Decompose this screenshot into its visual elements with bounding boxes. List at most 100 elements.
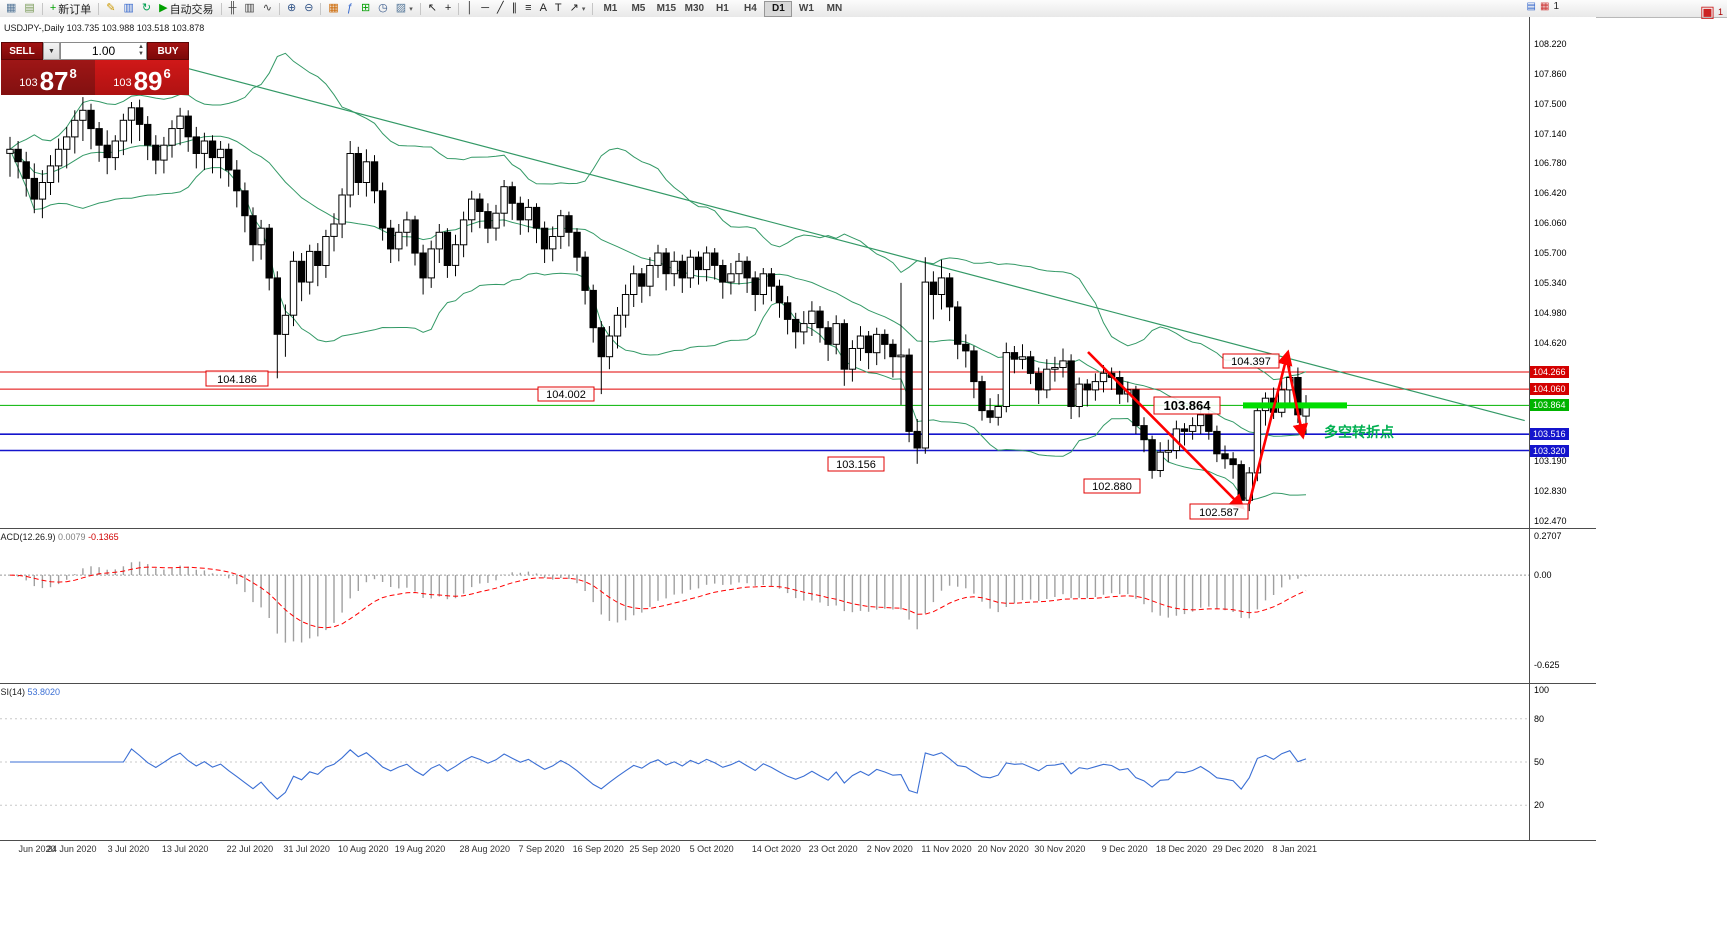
volume-value: 1.00 xyxy=(91,44,116,58)
rsi-label: RSI(14) 53.8020 xyxy=(0,687,60,697)
toolbar-separator xyxy=(419,2,421,15)
buy-button[interactable]: BUY xyxy=(147,42,189,60)
rsi-panel-divider[interactable] xyxy=(0,683,1596,684)
price-label[interactable]: 102.587 xyxy=(1189,503,1249,520)
price-tick: 107.500 xyxy=(1534,99,1567,109)
buy-price-big: 89 xyxy=(133,65,163,96)
price-label[interactable]: 103.864 xyxy=(1153,396,1221,415)
date-tick: 16 Sep 2020 xyxy=(572,844,624,854)
order-type-dropdown[interactable]: ▼ xyxy=(43,42,60,60)
alerts-icon[interactable]: ▦ xyxy=(1539,1,1550,12)
price-label[interactable]: 104.186 xyxy=(205,370,269,387)
templates-icon: ▨ xyxy=(395,2,407,14)
timeframe-m1-button[interactable]: M1 xyxy=(603,3,618,14)
candlestick-plot[interactable]: 104.186 104.002 103.156 102.880 102.587 103.8… xyxy=(0,17,1529,528)
zoom-out-icon[interactable]: ⊖ xyxy=(300,0,317,17)
period-icon[interactable]: ◷ xyxy=(374,0,392,17)
timeframe-mn-button[interactable]: MN xyxy=(826,3,843,14)
templates-icon[interactable]: ▨ ▾ xyxy=(392,0,417,17)
timeframe-m5-button[interactable]: M5 xyxy=(631,3,646,14)
descending-trendline xyxy=(179,65,1525,422)
shapes-icon[interactable]: ↗ ▾ xyxy=(566,0,590,17)
price-level-tag: 103.320 xyxy=(1530,445,1569,457)
timeframe-h1-button[interactable]: H1 xyxy=(715,3,729,14)
price-label[interactable]: 102.880 xyxy=(1083,478,1141,494)
corner-notification-icon[interactable]: ▣ xyxy=(1699,4,1715,21)
macd-plot[interactable]: MACD(12.26.9) 0.0079 -0.1365 xyxy=(0,529,1529,683)
zoom-in-icon[interactable]: ⊕ xyxy=(283,0,300,17)
vertical-line-icon[interactable]: │ xyxy=(462,0,477,17)
crosshair-icon: + xyxy=(444,2,452,14)
timeframe-w1-button[interactable]: W1 xyxy=(798,3,814,14)
timeframe-m15-button[interactable]: M15 xyxy=(656,3,677,14)
date-tick: 10 Aug 2020 xyxy=(338,844,389,854)
label-icon[interactable]: T xyxy=(551,0,566,17)
refresh-icon[interactable]: ↻ xyxy=(138,0,155,17)
zoom-in-icon: ⊕ xyxy=(286,2,297,14)
chevron-down-icon: ▾ xyxy=(581,5,586,13)
chart-ohlc-header: USDJPY-,Daily 103.735 103.988 103.518 10… xyxy=(4,23,205,33)
volume-spinner[interactable]: ▲ ▼ xyxy=(138,44,144,57)
profiles-icon[interactable]: ▤ xyxy=(20,0,38,17)
tile-windows-icon[interactable]: ▦ xyxy=(324,0,342,17)
auto-trading-button[interactable]: ▶ 自动交易 xyxy=(155,0,217,17)
refresh-icon: ↻ xyxy=(141,2,152,14)
timeframe-d1-button[interactable]: D1 xyxy=(764,0,793,17)
macd-signal-line xyxy=(9,566,1307,629)
new-order-button-label: 新订单 xyxy=(58,3,92,16)
macd-axis-tick: 0.00 xyxy=(1534,570,1552,580)
timeframe-h4-button[interactable]: H4 xyxy=(743,3,757,14)
timeframe-m30-button[interactable]: M30 xyxy=(684,3,705,14)
sell-button[interactable]: SELL xyxy=(1,42,43,60)
text-icon[interactable]: A xyxy=(536,0,551,17)
price-label[interactable]: 104.397 xyxy=(1222,353,1280,369)
zoom-out-icon: ⊖ xyxy=(304,2,314,14)
add-chart-icon[interactable]: ⊞ xyxy=(357,0,374,17)
date-tick: 13 Jul 2020 xyxy=(161,844,209,854)
channel-icon[interactable]: ∥ xyxy=(508,0,522,17)
windows-count-label[interactable]: 1 xyxy=(1553,1,1559,12)
indicators-icon: ƒ xyxy=(346,2,353,14)
macd-panel-divider[interactable] xyxy=(0,528,1596,529)
macd-axis-tick: -0.625 xyxy=(1534,660,1560,670)
cursor-icon[interactable]: ↖ xyxy=(424,0,441,17)
toolbar: ▦ ▤ + 新订单 ✎ ▥ ↻ ▶ 自动交易 ╫ ▥ ∿ ⊕ ⊖ ▦ ƒ ⊞ ◷ ▨ ▾ ↖ + │ ─ ╱ ∥ ≡ A T ↗ ▾ M1 M5… xyxy=(0,0,1727,21)
macd-axis-tick: 0.2707 xyxy=(1534,531,1562,541)
candlestick-chart-icon[interactable]: ▥ xyxy=(240,0,258,17)
time-axis-line xyxy=(0,840,1596,841)
line-chart-icon[interactable]: ∿ xyxy=(259,0,276,17)
date-axis[interactable]: Jun 2020 24 Jun 2020 3 Jul 2020 13 Jul 2020… xyxy=(0,842,1596,858)
fibonacci-icon[interactable]: ≡ xyxy=(521,0,535,17)
volume-input[interactable]: 1.00 ▲ ▼ xyxy=(60,42,147,60)
trendline-icon[interactable]: ╱ xyxy=(493,0,508,17)
metaeditor-icon[interactable]: ✎ xyxy=(102,0,119,17)
turning-point-note: 多空转折点 xyxy=(1324,424,1394,440)
rsi-plot[interactable]: RSI(14) 53.8020 xyxy=(0,684,1529,840)
period-icon: ◷ xyxy=(378,2,388,14)
terminal-icon[interactable]: ▥ xyxy=(119,0,137,17)
toolbar-separator xyxy=(458,2,460,15)
crosshair-icon[interactable]: + xyxy=(441,0,455,17)
toolbar-separator xyxy=(320,2,322,15)
price-tick: 106.420 xyxy=(1534,188,1567,198)
market-depth-icon[interactable]: ▤ xyxy=(1526,1,1536,12)
buy-price-display[interactable]: 103 89 6 xyxy=(95,60,189,95)
chart-window-icon[interactable]: ▦ xyxy=(2,0,20,17)
horizontal-line-icon[interactable]: ─ xyxy=(477,0,493,17)
profiles-icon: ▤ xyxy=(24,2,35,14)
price-label[interactable]: 104.002 xyxy=(537,386,595,402)
new-order-button[interactable]: + 新订单 xyxy=(46,0,95,17)
date-tick: 8 Jan 2021 xyxy=(1272,844,1318,854)
indicators-icon[interactable]: ƒ xyxy=(343,0,357,17)
bollinger-middle-band xyxy=(9,135,1307,437)
price-level-tag: 103.864 xyxy=(1530,399,1569,411)
rsi-axis-tick: 20 xyxy=(1534,800,1545,810)
bar-chart-icon[interactable]: ╫ xyxy=(225,0,241,17)
chart-area[interactable]: USDJPY-,Daily 103.735 103.988 103.518 10… xyxy=(0,17,1529,841)
support-highlight-bar xyxy=(1243,402,1347,409)
sell-price-display[interactable]: 103 87 8 xyxy=(1,60,95,95)
metaeditor-icon: ✎ xyxy=(106,2,116,14)
price-axis[interactable]: 108.220 107.860 107.500 107.140 106.780 106.4… xyxy=(1529,17,1596,841)
date-tick: 3 Jul 2020 xyxy=(107,844,150,854)
price-label[interactable]: 103.156 xyxy=(827,456,885,472)
